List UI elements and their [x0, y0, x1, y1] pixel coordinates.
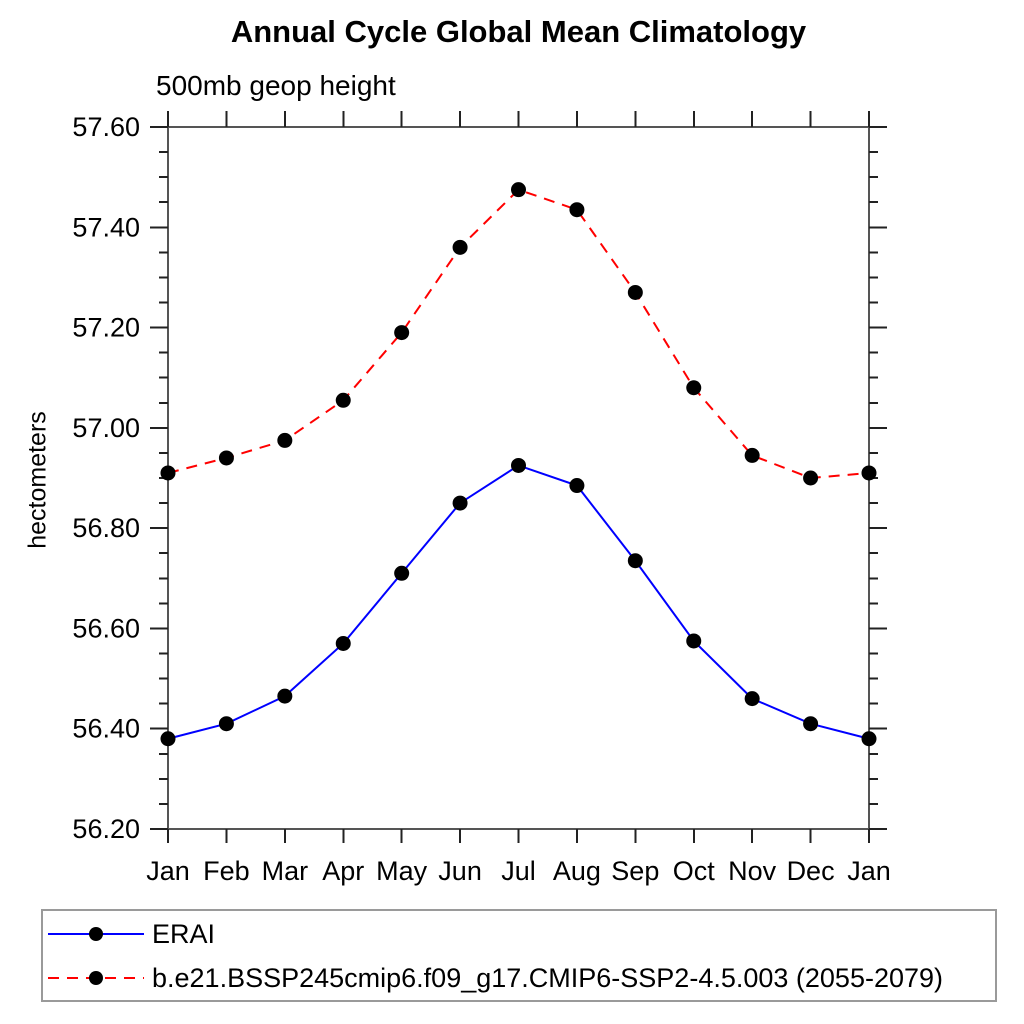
legend-label-erai: ERAI — [152, 919, 216, 949]
x-axis-tick-labels: Jan Feb Mar Apr May Jun Jul Aug Sep Oct Nov Dec Jan — [146, 856, 891, 886]
svg-text:Oct: Oct — [673, 856, 716, 886]
legend-samples — [48, 927, 144, 985]
svg-text:Jan: Jan — [146, 856, 190, 886]
legend-marker-erai — [89, 927, 103, 941]
svg-text:Feb: Feb — [203, 856, 250, 886]
svg-text:Jun: Jun — [438, 856, 482, 886]
svg-text:May: May — [376, 856, 428, 886]
legend-label-model: b.e21.BSSP245cmip6.f09_g17.CMIP6-SSP2-4.… — [152, 963, 944, 993]
svg-text:Jan: Jan — [847, 856, 891, 886]
x-axis-ticks — [167, 111, 870, 843]
svg-text:56.40: 56.40 — [72, 714, 140, 744]
svg-text:57.60: 57.60 — [72, 112, 140, 142]
chart-title: Annual Cycle Global Mean Climatology — [230, 14, 807, 49]
svg-text:Dec: Dec — [787, 856, 835, 886]
y-axis-ticks — [150, 126, 887, 830]
series-line-1 — [167, 188, 870, 480]
svg-text:Sep: Sep — [611, 856, 659, 886]
legend-marker-model — [89, 971, 103, 985]
series-line-0 — [167, 464, 870, 740]
chart-subtitle: 500mb geop height — [156, 70, 396, 101]
svg-text:57.20: 57.20 — [72, 313, 140, 343]
svg-text:Aug: Aug — [553, 856, 601, 886]
svg-text:Nov: Nov — [728, 856, 777, 886]
svg-text:57.00: 57.00 — [72, 413, 140, 443]
svg-text:Mar: Mar — [262, 856, 309, 886]
svg-text:56.20: 56.20 — [72, 814, 140, 844]
svg-text:57.40: 57.40 — [72, 212, 140, 242]
plot-frame — [167, 126, 870, 830]
svg-text:56.80: 56.80 — [72, 513, 140, 543]
svg-text:Apr: Apr — [322, 856, 364, 886]
series-markers-0 — [160, 457, 877, 747]
svg-text:Jul: Jul — [501, 856, 536, 886]
series-markers-1 — [160, 182, 877, 486]
y-axis-tick-labels: 57.60 57.40 57.20 57.00 56.80 56.60 56.40 56.20 — [72, 112, 140, 844]
svg-text:56.60: 56.60 — [72, 613, 140, 643]
legend: ERAI b.e21.BSSP245cmip6.f09_g17.CMIP6-SS… — [41, 909, 997, 1002]
